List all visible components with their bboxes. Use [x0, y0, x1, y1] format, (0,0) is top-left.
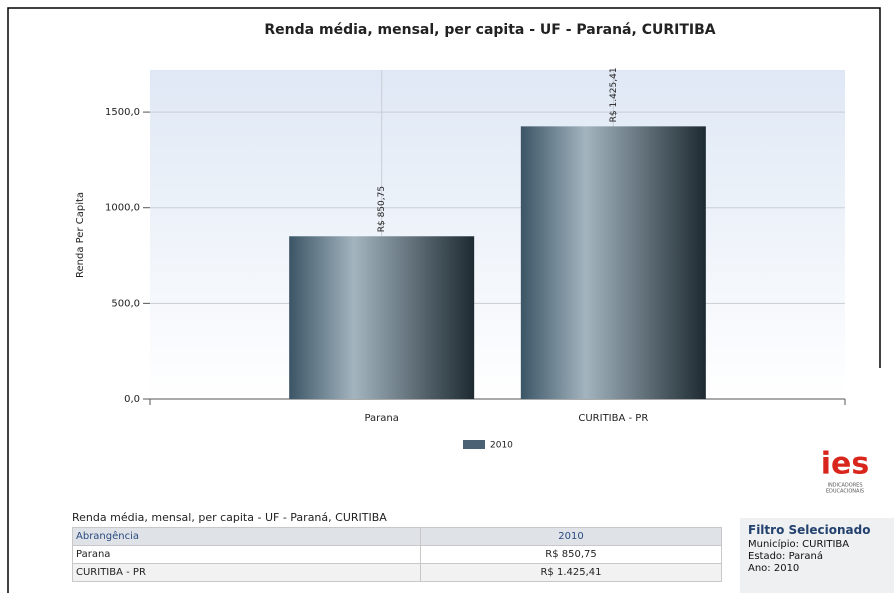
- x-tick-label: CURITIBA - PR: [578, 413, 648, 424]
- plot-area: [150, 70, 845, 399]
- legend-swatch: [463, 440, 485, 449]
- filter-item: Município: CURITIBA: [748, 539, 850, 550]
- table: Abrangência 2010 Parana R$ 850,75 CURITIBA…: [72, 527, 722, 582]
- cell: R$ 850,75: [420, 545, 722, 564]
- y-tick-label: 0,0: [124, 394, 140, 405]
- y-tick-label: 1500,0: [105, 107, 140, 118]
- chart-title: Renda média, mensal, per capita - UF - P…: [264, 22, 715, 38]
- table-caption: Renda média, mensal, per capita - UF - P…: [72, 511, 387, 524]
- logo: ies: [821, 447, 870, 482]
- x-tick-label: Parana: [364, 413, 398, 424]
- cell: Parana: [72, 545, 421, 564]
- data-table: Renda média, mensal, per capita - UF - P…: [72, 509, 722, 582]
- y-tick-label: 1000,0: [105, 203, 140, 214]
- frame: [7, 7, 881, 593]
- filter-item: Estado: Paraná: [748, 551, 824, 562]
- logo-tagline: EDUCACIONAIS: [826, 489, 864, 495]
- header-cell: Abrangência: [72, 527, 421, 546]
- y-axis-label: Renda Per Capita: [75, 192, 86, 278]
- data-label: R$ 1.425,41: [609, 67, 619, 122]
- logo-tagline: INDICADORES: [827, 483, 862, 489]
- header-row: Abrangência 2010: [72, 527, 722, 546]
- legend-label: 2010: [490, 441, 513, 451]
- cell: R$ 1.425,41: [420, 563, 722, 582]
- filter-item: Ano: 2010: [748, 563, 800, 574]
- row: Parana R$ 850,75: [72, 545, 722, 564]
- cell: CURITIBA - PR: [72, 563, 421, 582]
- bar: [289, 236, 475, 399]
- filter-title: Filtro Selecionado: [748, 523, 871, 537]
- bar: [520, 126, 706, 399]
- header-cell: 2010: [420, 527, 722, 546]
- filter-panel: Filtro Selecionado Município: CURITIBA E…: [740, 518, 894, 593]
- row: CURITIBA - PR R$ 1.425,41: [72, 563, 722, 582]
- y-tick-label: 500,0: [111, 298, 140, 309]
- data-label: R$ 850,75: [377, 186, 387, 232]
